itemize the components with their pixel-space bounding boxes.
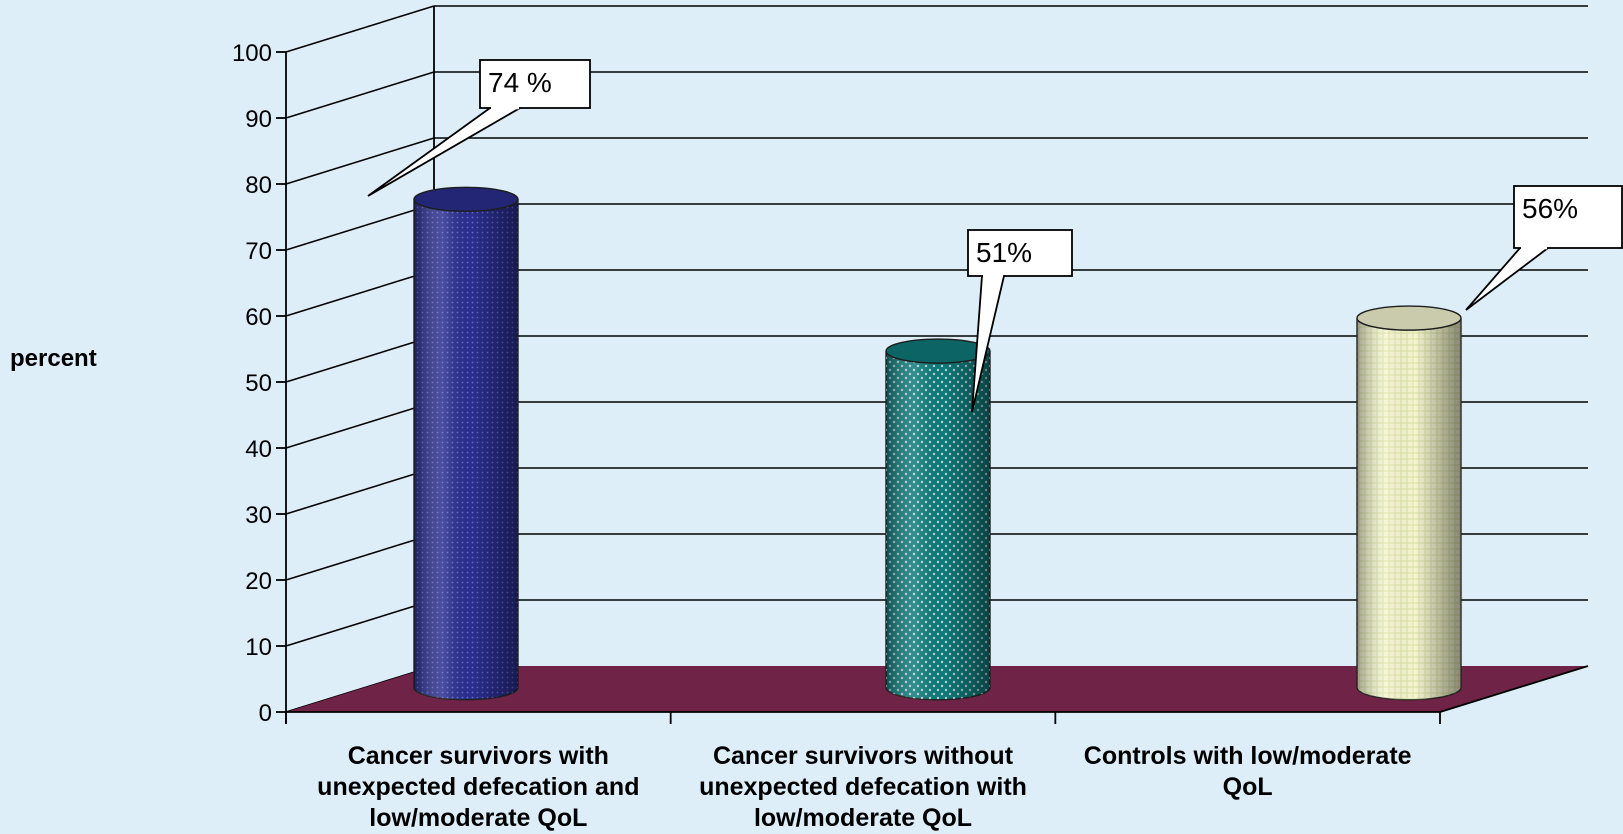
data-label-box <box>479 59 591 109</box>
y-tick-label: 40 <box>245 436 272 463</box>
data-label: 56% <box>1465 185 1623 311</box>
side-wall-line <box>285 71 435 119</box>
y-tick-label: 30 <box>245 502 272 529</box>
data-label-text: 51% <box>976 237 1032 268</box>
x-axis: Cancer survivors with unexpected defecati… <box>317 742 1411 832</box>
data-label-text: 74 % <box>488 67 552 98</box>
y-tick-label: 0 <box>259 700 272 727</box>
side-wall-line <box>285 401 435 449</box>
data-label-box <box>1513 185 1623 249</box>
y-tick-label: 50 <box>245 370 272 397</box>
y-tick-label: 10 <box>245 634 272 661</box>
side-wall-line <box>285 467 435 515</box>
y-tick-label: 80 <box>245 172 272 199</box>
side-wall-line <box>285 269 435 317</box>
bar-shading <box>1357 318 1461 700</box>
data-label: 51% <box>967 229 1073 413</box>
y-tick-label: 70 <box>245 238 272 265</box>
bar <box>413 186 519 701</box>
bar-top-shade <box>414 187 518 212</box>
data-label: 74 % <box>367 59 591 197</box>
floor-edge <box>1439 665 1589 713</box>
bar-top-shade <box>1357 306 1461 331</box>
bar-shading <box>886 351 990 700</box>
data-label-box <box>967 229 1073 277</box>
side-wall-line <box>285 137 435 185</box>
y-axis-title: percent <box>10 345 97 372</box>
side-wall-line <box>285 203 435 251</box>
bar-top-shade <box>886 339 990 364</box>
y-tick-label: 60 <box>245 304 272 331</box>
data-label-text: 56% <box>1522 193 1578 224</box>
bars-group <box>413 186 1462 701</box>
category-label: Controls with low/moderate QoL <box>1084 742 1412 801</box>
side-wall-line <box>285 599 435 647</box>
y-axis: 0 10 20 30 40 50 60 70 80 90 100 <box>232 40 1589 727</box>
bar <box>885 338 991 701</box>
y-tick-label: 100 <box>232 40 272 67</box>
bar-top <box>1356 305 1462 331</box>
bar-shading <box>414 199 518 700</box>
side-wall-line <box>285 5 435 53</box>
category-label: Cancer survivors without unexpected defec… <box>699 742 1027 832</box>
data-labels: 74 % 51% 56% <box>367 59 1623 413</box>
bar-top <box>413 186 519 212</box>
bar <box>1356 305 1462 701</box>
side-wall-line <box>285 533 435 581</box>
y-tick-label: 20 <box>245 568 272 595</box>
category-label: Cancer survivors with unexpected defecati… <box>317 742 639 832</box>
side-wall-line <box>285 335 435 383</box>
data-label-pointer <box>1465 247 1551 311</box>
bar-top <box>885 338 991 364</box>
y-tick-label: 90 <box>245 106 272 133</box>
